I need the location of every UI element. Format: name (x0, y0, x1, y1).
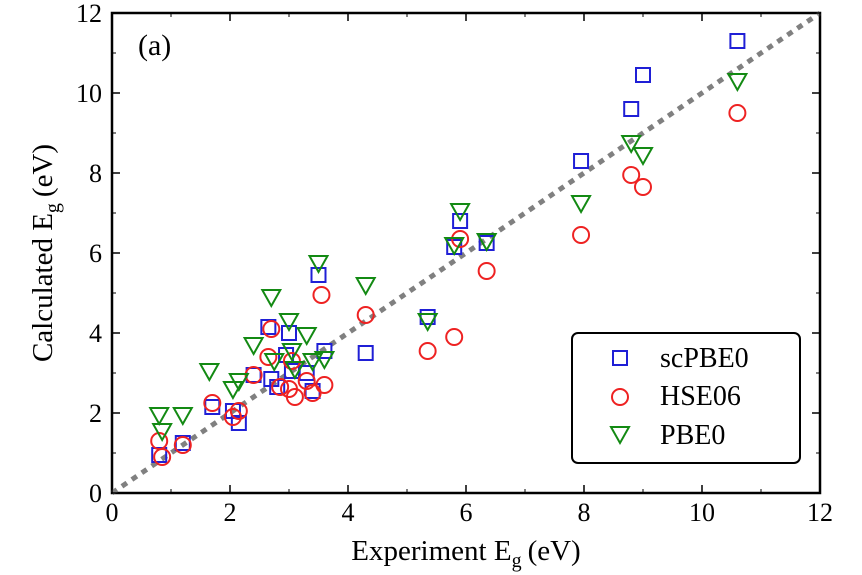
legend-label-scpbe0: scPBE0 (660, 343, 749, 374)
y-axis-title: Calculated Eg (eV) (27, 144, 64, 362)
x-axis-title: Experiment Eg (eV) (351, 535, 580, 572)
data-point-hse06 (262, 320, 281, 338)
data-point-pbe0 (260, 289, 283, 309)
y-axis-title-main: Calculated E (27, 213, 59, 362)
data-point-hse06 (572, 226, 591, 244)
data-point-scpbe0 (452, 213, 469, 229)
y-tick-label: 6 (89, 239, 102, 268)
x-axis-title-subscript: g (512, 550, 522, 572)
reference-line (110, 10, 822, 496)
data-point-pbe0 (295, 327, 318, 347)
legend-marker-hse06 (611, 388, 629, 406)
data-point-pbe0 (726, 73, 749, 93)
data-point-scpbe0 (573, 153, 590, 169)
data-point-pbe0 (148, 407, 170, 427)
legend-marker-scpbe0 (612, 350, 628, 366)
data-point-hse06 (445, 328, 464, 346)
legend-label-pbe0: PBE0 (660, 420, 725, 451)
data-point-pbe0 (278, 313, 300, 333)
data-markers (148, 33, 749, 466)
data-point-pbe0 (443, 237, 465, 257)
data-point-hse06 (173, 436, 192, 454)
data-point-pbe0 (632, 147, 654, 167)
data-point-pbe0 (313, 351, 336, 371)
legend-box (571, 332, 801, 464)
data-point-hse06 (312, 286, 331, 304)
data-point-hse06 (622, 166, 641, 184)
data-point-scpbe0 (635, 67, 651, 83)
data-point-pbe0 (151, 423, 173, 443)
x-tick-label: 0 (106, 498, 119, 527)
data-point-pbe0 (301, 353, 324, 373)
data-point-hse06 (634, 178, 652, 196)
x-axis-title-main: Experiment E (351, 535, 511, 567)
x-tick-label: 8 (578, 498, 591, 527)
x-axis-ticks: 0 2 4 6 8 10 12 (106, 13, 833, 527)
data-point-pbe0 (354, 277, 377, 297)
data-point-pbe0 (172, 407, 194, 427)
data-point-pbe0 (449, 203, 471, 223)
y-axis-title-subscript: g (42, 203, 64, 213)
legend-label-hse06: HSE06 (660, 381, 741, 412)
data-point-hse06 (153, 448, 172, 466)
legend-marker-pbe0 (609, 426, 631, 446)
data-point-scpbe0 (310, 267, 327, 283)
x-tick-label: 2 (224, 498, 237, 527)
data-point-hse06 (223, 408, 242, 426)
data-point-scpbe0 (623, 101, 640, 117)
y-tick-label: 12 (76, 0, 102, 28)
data-point-hse06 (477, 262, 496, 280)
data-point-pbe0 (307, 255, 330, 275)
data-point-hse06 (259, 348, 278, 366)
data-point-scpbe0 (230, 415, 247, 431)
x-tick-label: 10 (689, 498, 715, 527)
x-tick-label: 6 (460, 498, 473, 527)
data-point-pbe0 (284, 361, 306, 381)
y-axis-title-unit: (eV) (27, 144, 59, 197)
reference-line-group (110, 10, 822, 496)
y-axis-ticks: 0 2 4 6 8 10 12 (76, 0, 820, 508)
legend: scPBE0 HSE06 PBE0 (571, 332, 801, 464)
y-tick-label: 10 (76, 79, 102, 108)
legend-markers (609, 350, 631, 446)
data-point-pbe0 (475, 233, 498, 253)
y-tick-label: 4 (89, 319, 102, 348)
data-point-hse06 (356, 306, 375, 324)
data-point-pbe0 (570, 195, 592, 215)
data-point-scpbe0 (281, 325, 297, 341)
data-point-pbe0 (281, 343, 303, 363)
data-point-scpbe0 (260, 319, 277, 335)
data-point-hse06 (418, 342, 437, 360)
data-point-pbe0 (620, 135, 642, 155)
y-tick-label: 8 (89, 159, 102, 188)
data-point-pbe0 (416, 313, 439, 333)
data-point-pbe0 (198, 363, 221, 383)
data-point-pbe0 (263, 353, 285, 373)
data-point-hse06 (203, 394, 222, 412)
data-point-hse06 (728, 104, 747, 122)
data-point-pbe0 (242, 337, 265, 357)
data-point-hse06 (229, 402, 248, 420)
data-point-hse06 (285, 388, 304, 406)
x-tick-label: 4 (342, 498, 355, 527)
data-point-scpbe0 (729, 33, 746, 49)
data-point-scpbe0 (357, 345, 374, 361)
y-tick-label: 2 (89, 399, 102, 428)
data-point-scpbe0 (298, 365, 315, 381)
panel-label: (a) (138, 29, 171, 62)
data-point-pbe0 (222, 381, 244, 401)
y-tick-label: 0 (89, 479, 102, 508)
data-point-hse06 (315, 376, 334, 394)
x-axis-title-unit: (eV) (528, 535, 581, 567)
data-point-hse06 (271, 378, 290, 396)
data-point-pbe0 (228, 373, 250, 393)
x-tick-label: 12 (807, 498, 833, 527)
data-point-scpbe0 (224, 403, 241, 419)
